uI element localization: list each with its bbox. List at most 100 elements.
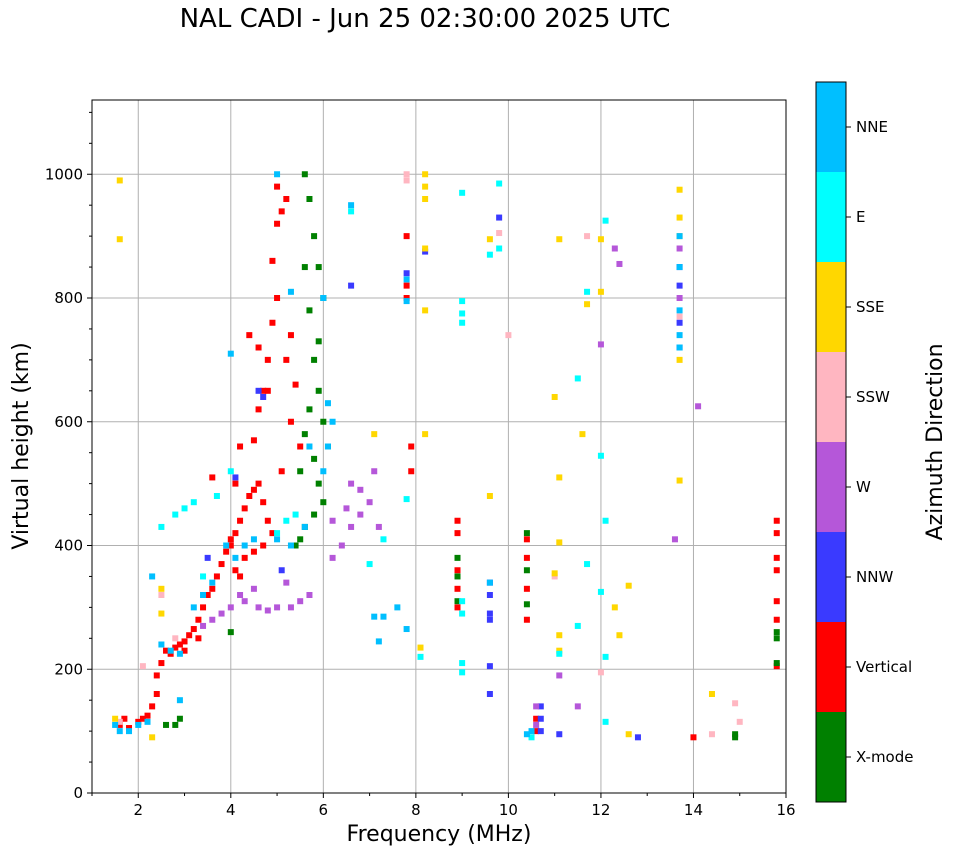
- data-point: [496, 180, 503, 187]
- data-point: [556, 474, 563, 481]
- data-point: [274, 220, 281, 227]
- data-point: [278, 567, 285, 574]
- data-point: [232, 530, 239, 537]
- data-point: [486, 691, 493, 697]
- data-point: [167, 650, 174, 657]
- data-point: [283, 196, 290, 202]
- colorbar-label-item: Vertical: [856, 658, 912, 676]
- data-point: [454, 554, 461, 561]
- y-tick-label: 1000: [45, 165, 83, 183]
- x-tick-label: 16: [776, 801, 795, 819]
- data-point: [380, 613, 387, 620]
- colorbar-label-item: NNW: [856, 568, 893, 586]
- data-point: [486, 663, 493, 670]
- data-point: [116, 177, 123, 184]
- data-point: [597, 236, 604, 243]
- data-point: [574, 703, 581, 710]
- data-point: [676, 313, 683, 320]
- data-point: [611, 245, 618, 252]
- data-point: [223, 548, 230, 555]
- series-x-mode: [163, 171, 780, 741]
- data-point: [158, 523, 165, 530]
- data-point: [301, 431, 308, 438]
- data-point: [287, 418, 294, 425]
- data-point: [250, 548, 257, 555]
- data-point: [149, 703, 156, 710]
- data-point: [232, 474, 239, 481]
- data-point: [269, 319, 276, 326]
- data-point: [556, 731, 563, 738]
- data-point: [676, 245, 683, 252]
- data-point: [505, 332, 512, 339]
- data-point: [283, 579, 290, 586]
- data-point: [227, 542, 234, 549]
- data-point: [403, 626, 410, 633]
- x-axis-label: Frequency (MHz): [347, 822, 532, 847]
- data-point: [773, 598, 780, 605]
- data-point: [241, 598, 248, 605]
- data-point: [597, 452, 604, 459]
- data-point: [301, 264, 308, 271]
- data-point: [297, 443, 304, 450]
- data-point: [227, 350, 234, 357]
- data-point: [264, 356, 271, 363]
- data-point: [523, 731, 530, 738]
- data-point: [676, 477, 683, 484]
- data-point: [144, 718, 151, 725]
- colorbar-swatch: [816, 352, 846, 442]
- data-point: [311, 511, 318, 518]
- data-point: [486, 592, 493, 598]
- data-point: [176, 715, 183, 722]
- data-point: [773, 629, 780, 636]
- colorbar-label-item: SSW: [856, 388, 890, 406]
- data-point: [116, 236, 123, 243]
- data-point: [551, 573, 558, 580]
- data-point: [732, 700, 739, 707]
- data-point: [579, 431, 586, 438]
- data-point: [274, 171, 281, 178]
- data-point: [324, 400, 331, 407]
- data-point: [287, 332, 294, 339]
- data-point: [408, 443, 415, 450]
- data-point: [329, 517, 336, 524]
- data-point: [533, 715, 540, 722]
- x-tick-label: 14: [684, 801, 703, 819]
- colorbar-swatch: [816, 82, 846, 172]
- data-point: [556, 672, 563, 679]
- data-point: [454, 530, 461, 537]
- data-point: [676, 344, 683, 351]
- data-point: [348, 202, 355, 209]
- data-point: [301, 171, 308, 178]
- x-tick-label: 2: [133, 801, 143, 819]
- data-point: [533, 721, 540, 728]
- data-point: [311, 455, 318, 462]
- series-sse: [112, 171, 715, 741]
- data-point: [454, 567, 461, 574]
- data-point: [297, 598, 304, 605]
- data-point: [454, 517, 461, 524]
- data-point: [676, 214, 683, 221]
- colorbar-label-item: X-mode: [856, 748, 913, 766]
- data-point: [186, 632, 193, 639]
- data-point: [422, 431, 429, 438]
- data-point: [315, 480, 322, 487]
- series-ssw: [116, 171, 743, 738]
- data-point: [459, 610, 466, 617]
- x-tick-label: 4: [226, 801, 236, 819]
- data-point: [181, 647, 188, 654]
- data-point: [297, 536, 304, 543]
- data-marks: [112, 171, 780, 741]
- data-point: [149, 734, 156, 741]
- colorbar-label-item: SSE: [856, 298, 885, 316]
- data-point: [348, 480, 355, 487]
- data-point: [459, 298, 466, 305]
- data-point: [200, 573, 207, 580]
- data-point: [422, 171, 429, 178]
- y-tick-label: 400: [54, 537, 83, 555]
- data-point: [676, 295, 683, 301]
- data-point: [422, 245, 429, 252]
- data-point: [671, 536, 678, 543]
- data-point: [176, 641, 183, 648]
- data-point: [556, 650, 563, 657]
- data-point: [459, 310, 466, 317]
